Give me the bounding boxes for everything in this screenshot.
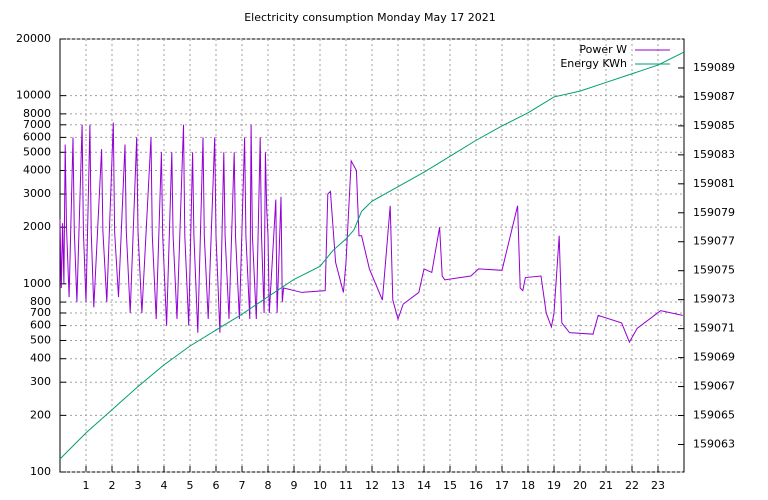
y-tick-label: 7000 [23, 118, 51, 131]
y2-tick-label: 159067 [693, 380, 735, 393]
y2-tick-label: 159079 [693, 206, 735, 219]
y-tick-label: 2000 [23, 220, 51, 233]
legend-label: Power W [579, 43, 627, 56]
y2-tick-label: 159069 [693, 351, 735, 364]
y2-tick-label: 159077 [693, 235, 735, 248]
x-tick-label: 22 [625, 479, 639, 492]
x-tick-label: 3 [135, 479, 142, 492]
y-tick-label: 400 [30, 352, 51, 365]
x-tick-label: 18 [521, 479, 535, 492]
x-tick-label: 11 [339, 479, 353, 492]
x-tick-label: 1 [83, 479, 90, 492]
y-tick-label: 3000 [23, 187, 51, 200]
x-tick-label: 9 [291, 479, 298, 492]
x-tick-label: 10 [313, 479, 327, 492]
x-tick-label: 17 [495, 479, 509, 492]
x-tick-label: 6 [213, 479, 220, 492]
y-tick-label: 5000 [23, 145, 51, 158]
y2-tick-label: 159071 [693, 322, 735, 335]
x-tick-label: 12 [365, 479, 379, 492]
y2-tick-label: 159087 [693, 90, 735, 103]
y-tick-label: 600 [30, 319, 51, 332]
y2-tick-label: 159065 [693, 409, 735, 422]
y2-tick-label: 159081 [693, 177, 735, 190]
series-line [59, 51, 685, 460]
y-tick-label: 200 [30, 408, 51, 421]
x-tick-label: 7 [239, 479, 246, 492]
x-tick-label: 23 [651, 479, 665, 492]
chart-title: Electricity consumption Monday May 17 20… [244, 11, 496, 24]
x-tick-label: 14 [417, 479, 431, 492]
y-tick-label: 10000 [16, 89, 51, 102]
x-tick-label: 20 [573, 479, 587, 492]
y2-tick-label: 159089 [693, 61, 735, 74]
y-tick-label: 8000 [23, 107, 51, 120]
legend-label: Energy KWh [560, 57, 627, 70]
x-tick-label: 16 [469, 479, 483, 492]
y-tick-label: 1000 [23, 277, 51, 290]
y2-tick-label: 159075 [693, 264, 735, 277]
y-tick-label: 100 [30, 465, 51, 478]
x-tick-label: 15 [443, 479, 457, 492]
y2-tick-label: 159063 [693, 437, 735, 450]
y-tick-label: 6000 [23, 130, 51, 143]
x-tick-label: 8 [265, 479, 272, 492]
y-tick-label: 700 [30, 306, 51, 319]
x-tick-label: 13 [391, 479, 405, 492]
y-tick-label: 4000 [23, 164, 51, 177]
x-tick-label: 19 [547, 479, 561, 492]
x-tick-label: 5 [187, 479, 194, 492]
y-tick-label: 500 [30, 333, 51, 346]
x-tick-label: 21 [599, 479, 613, 492]
x-tick-label: 2 [109, 479, 116, 492]
y-tick-label: 20000 [16, 32, 51, 45]
series-line [59, 122, 683, 344]
y-tick-label: 300 [30, 375, 51, 388]
y-tick-label: 800 [30, 295, 51, 308]
x-tick-label: 4 [161, 479, 168, 492]
y2-tick-label: 159083 [693, 148, 735, 161]
y2-tick-label: 159085 [693, 119, 735, 132]
y2-tick-label: 159073 [693, 293, 735, 306]
